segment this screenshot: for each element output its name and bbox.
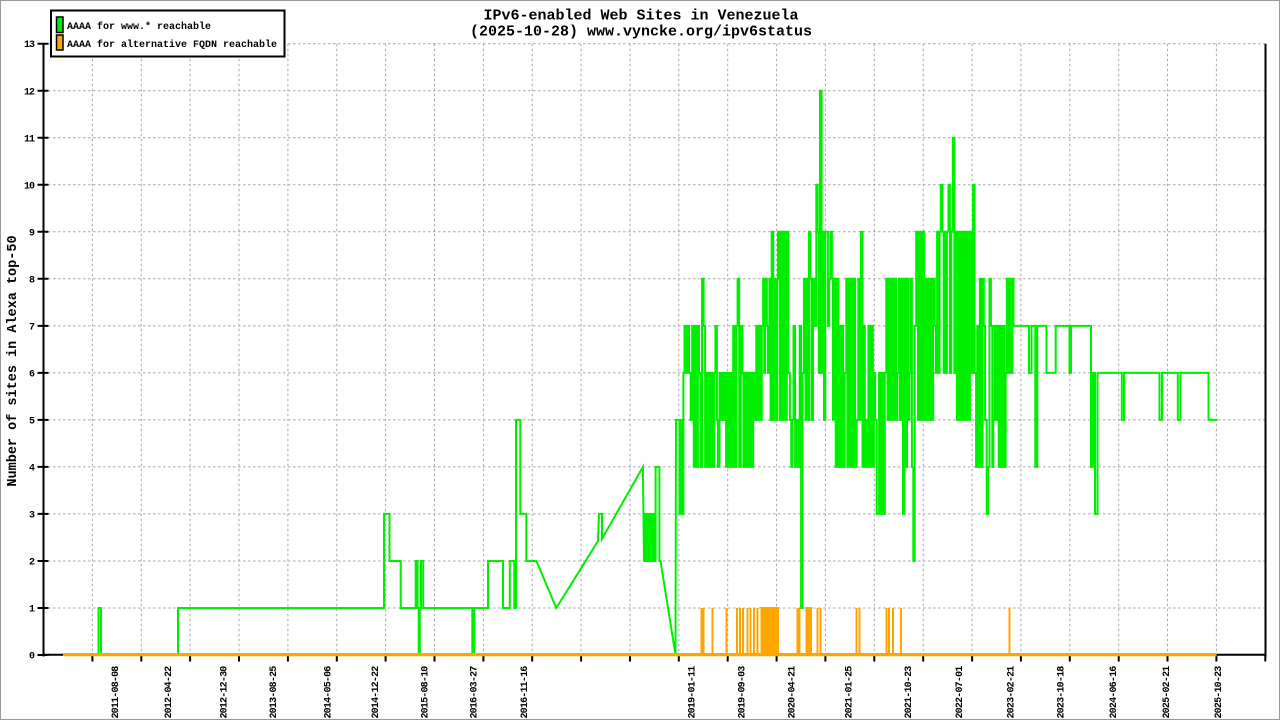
svg-text:2019-01-11: 2019-01-11: [688, 666, 699, 719]
svg-text:2012-12-30: 2012-12-30: [219, 666, 230, 719]
svg-text:0: 0: [29, 652, 35, 663]
svg-text:2011-08-08: 2011-08-08: [111, 666, 122, 719]
svg-text:8: 8: [29, 275, 35, 286]
svg-text:5: 5: [29, 416, 35, 427]
svg-text:2022-07-01: 2022-07-01: [955, 666, 966, 719]
svg-text:2025-02-21: 2025-02-21: [1162, 666, 1173, 719]
svg-text:2: 2: [29, 558, 35, 569]
svg-text:3: 3: [29, 510, 35, 521]
svg-text:9: 9: [29, 228, 35, 239]
svg-text:2021-10-23: 2021-10-23: [904, 666, 915, 719]
svg-text:2021-01-25: 2021-01-25: [845, 666, 856, 719]
svg-text:2015-08-10: 2015-08-10: [420, 666, 431, 719]
svg-text:2023-02-21: 2023-02-21: [1007, 666, 1018, 719]
svg-text:IPv6-enabled Web Sites in Vene: IPv6-enabled Web Sites in Venezuela: [483, 8, 798, 25]
svg-text:2012-04-22: 2012-04-22: [164, 666, 175, 719]
svg-text:13: 13: [24, 40, 35, 51]
svg-text:2016-03-27: 2016-03-27: [470, 666, 481, 719]
svg-text:Number of sites in Alexa top-5: Number of sites in Alexa top-50: [6, 235, 21, 486]
svg-text:2014-12-22: 2014-12-22: [371, 666, 382, 719]
svg-text:AAAA for alternative FQDN reac: AAAA for alternative FQDN reachable: [67, 39, 277, 51]
svg-text:1: 1: [29, 605, 35, 616]
svg-text:12: 12: [24, 87, 35, 98]
svg-text:7: 7: [29, 322, 35, 333]
svg-text:11: 11: [24, 134, 35, 145]
svg-text:(2025-10-28) www.vyncke.org/ip: (2025-10-28) www.vyncke.org/ipv6status: [470, 24, 812, 41]
svg-text:2014-05-06: 2014-05-06: [324, 666, 335, 719]
svg-text:2020-04-21: 2020-04-21: [788, 666, 799, 719]
svg-text:6: 6: [29, 369, 35, 380]
svg-text:10: 10: [24, 181, 35, 192]
svg-text:2019-09-03: 2019-09-03: [738, 666, 749, 719]
svg-text:2013-08-25: 2013-08-25: [269, 666, 280, 719]
svg-text:2025-10-23: 2025-10-23: [1214, 666, 1225, 719]
svg-text:2023-10-18: 2023-10-18: [1056, 666, 1067, 719]
svg-text:AAAA for www.* reachable: AAAA for www.* reachable: [67, 21, 211, 33]
svg-text:2024-06-16: 2024-06-16: [1109, 666, 1120, 719]
svg-text:2016-11-16: 2016-11-16: [520, 666, 531, 719]
svg-text:4: 4: [29, 463, 35, 474]
